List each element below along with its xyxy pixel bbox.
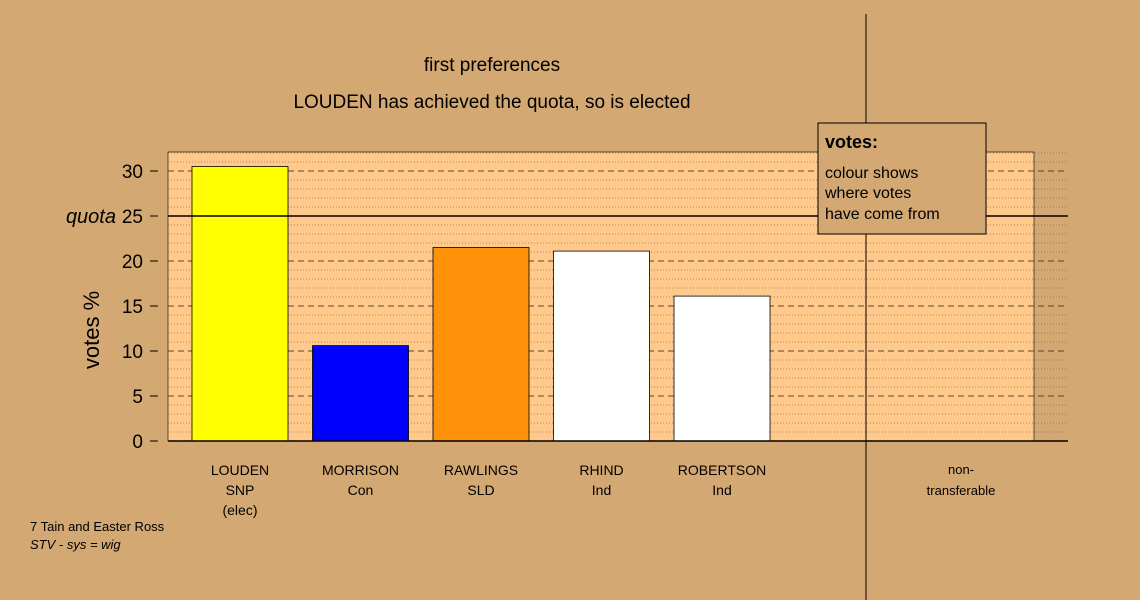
y-tick-label: 15 — [122, 297, 143, 318]
legend-title: votes: — [825, 132, 878, 152]
nontransferable-label: transferable — [927, 483, 996, 498]
y-tick-label: 5 — [132, 387, 143, 408]
x-category-label: ROBERTSON — [678, 462, 766, 478]
bar-rawlings — [432, 247, 530, 442]
x-category-label: MORRISON — [322, 462, 399, 478]
legend-line-3: have come from — [825, 206, 940, 223]
x-category-label: RHIND — [579, 462, 623, 478]
y-tick-label: 0 — [132, 432, 143, 453]
legend-box — [817, 122, 987, 235]
y-tick-label: 10 — [122, 342, 143, 363]
bar-louden — [191, 166, 289, 442]
y-tick-label: 20 — [122, 252, 143, 273]
bar-robertson — [673, 295, 771, 442]
footer-constituency: 7 Tain and Easter Ross — [30, 519, 165, 534]
chart-subtitle: LOUDEN has achieved the quota, so is ele… — [293, 92, 690, 113]
bar-morrison — [312, 345, 409, 442]
chart-title: first preferences — [424, 55, 560, 76]
x-category-label: LOUDEN — [211, 462, 269, 478]
nontransferable-label: non- — [948, 462, 974, 477]
y-axis-label: votes % — [79, 291, 104, 369]
legend-line-1: colour shows — [825, 165, 918, 182]
x-category-label: SLD — [467, 482, 494, 498]
x-category-label: Ind — [712, 482, 731, 498]
y-tick-label: 30 — [122, 162, 143, 183]
x-category-label: Con — [348, 482, 374, 498]
x-category-label: (elec) — [222, 502, 257, 518]
bar-rhind — [553, 250, 650, 442]
legend-line-2: where votes — [824, 185, 911, 202]
quota-label: quota — [66, 206, 116, 228]
y-tick-label: 25 — [122, 207, 143, 228]
x-category-label: SNP — [226, 482, 255, 498]
x-category-label: Ind — [592, 482, 611, 498]
legend: votes: colour shows where votes have com… — [817, 122, 987, 235]
footer-system: STV - sys = wig — [30, 537, 121, 552]
x-category-label: RAWLINGS — [444, 462, 518, 478]
